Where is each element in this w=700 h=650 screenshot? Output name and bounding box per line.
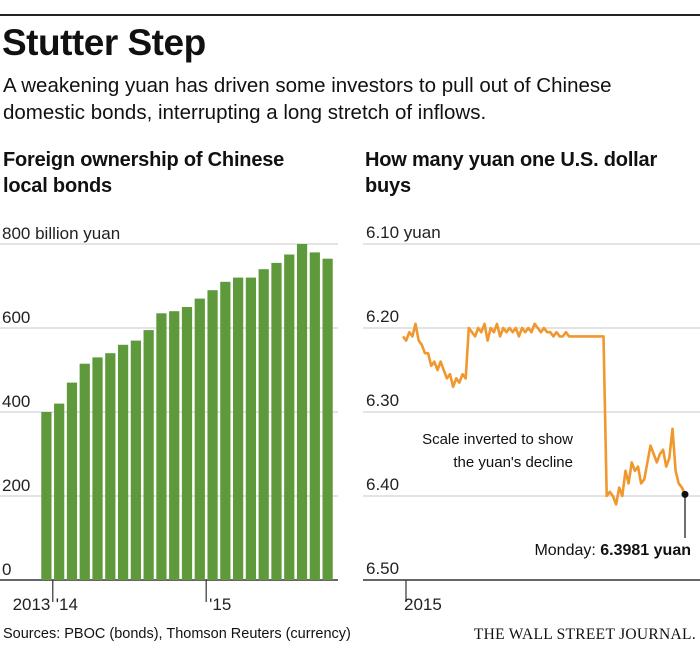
bar bbox=[322, 258, 333, 580]
bar-y-tick-label: 200 bbox=[2, 476, 30, 495]
bar bbox=[207, 290, 218, 580]
bar bbox=[79, 363, 90, 580]
bar-y-tick-label: 0 bbox=[2, 560, 11, 579]
callout-label: Monday: 6.3981 yuan bbox=[534, 542, 691, 559]
line-y-tick-label: 6.10 yuan bbox=[366, 223, 441, 242]
bar bbox=[284, 254, 295, 580]
bar bbox=[92, 357, 103, 580]
bar-chart: 0 200 400 600 800 billion yuan 2013 '14 '15 bbox=[0, 224, 338, 614]
bar bbox=[245, 277, 257, 580]
bar bbox=[169, 311, 180, 580]
bar bbox=[41, 412, 52, 580]
bar-x-tick-label: 2013 bbox=[13, 595, 51, 614]
bar-x-tick-label: '15 bbox=[209, 595, 231, 614]
bar bbox=[54, 403, 65, 580]
scale-note-line-1: Scale inverted to show bbox=[422, 431, 573, 448]
bar-x-tick-label: '14 bbox=[56, 595, 78, 614]
yuan-line bbox=[401, 322, 687, 506]
page-subtitle: A weakening yuan has driven some investo… bbox=[3, 74, 612, 124]
callout-label-text: Monday: bbox=[534, 542, 600, 559]
bar bbox=[156, 313, 167, 580]
bar bbox=[258, 269, 269, 580]
bar bbox=[309, 252, 320, 580]
bar bbox=[130, 340, 141, 580]
line-y-tick-label: 6.20 bbox=[366, 307, 399, 326]
bar bbox=[220, 281, 231, 580]
bar-y-tick-label: 600 bbox=[2, 308, 30, 327]
source-note: Sources: PBOC (bonds), Thomson Reuters (… bbox=[3, 626, 351, 642]
line-y-tick-label: 6.40 bbox=[366, 475, 399, 494]
bar bbox=[143, 330, 154, 580]
callout-value: 6.3981 yuan bbox=[600, 542, 691, 559]
bar-chart-title: Foreign ownership of Chinese local bonds bbox=[3, 149, 285, 197]
line-y-tick-label: 6.50 bbox=[366, 559, 399, 578]
line-x-tick-label: 2015 bbox=[404, 595, 442, 614]
publisher-logo: THE WALL STREET JOURNAL. bbox=[473, 626, 696, 643]
bar-y-tick-label: 800 billion yuan bbox=[2, 224, 120, 243]
bar bbox=[271, 262, 282, 580]
line-chart: 6.10 yuan 6.20 6.30 6.40 6.50 2015 Scale inver… bbox=[363, 223, 700, 614]
top-rule bbox=[0, 14, 700, 16]
bar bbox=[117, 344, 129, 580]
line-y-tick-label: 6.30 bbox=[366, 391, 399, 410]
page-title: Stutter Step bbox=[2, 22, 206, 63]
bar-y-tick-label: 400 bbox=[2, 392, 30, 411]
line-chart-title: How many yuan one U.S. dollar buys bbox=[365, 149, 658, 197]
bar bbox=[296, 244, 308, 580]
scale-note-line-2: the yuan's decline bbox=[453, 454, 573, 471]
bar bbox=[105, 353, 116, 580]
bar bbox=[66, 382, 78, 580]
bar bbox=[181, 307, 193, 580]
bar bbox=[194, 298, 205, 580]
bar bbox=[233, 277, 244, 580]
